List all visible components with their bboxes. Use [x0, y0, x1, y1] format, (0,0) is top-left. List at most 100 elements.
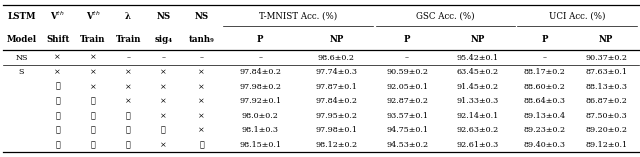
Text: sig₄: sig₄: [154, 35, 173, 43]
Text: ×: ×: [160, 83, 167, 91]
Text: ✓: ✓: [55, 127, 60, 134]
Text: Train: Train: [80, 35, 106, 43]
Text: 97.74±0.3: 97.74±0.3: [316, 68, 358, 76]
Text: T-MNIST Acc. (%): T-MNIST Acc. (%): [259, 12, 337, 21]
Text: ✓: ✓: [55, 97, 60, 105]
Text: 93.57±0.1: 93.57±0.1: [386, 112, 428, 120]
Text: 97.84±0.2: 97.84±0.2: [316, 97, 358, 105]
Text: 91.45±0.2: 91.45±0.2: [457, 83, 499, 91]
Text: ✓: ✓: [126, 127, 131, 134]
Text: 94.75±0.1: 94.75±0.1: [386, 127, 428, 134]
Text: NP: NP: [470, 35, 485, 43]
Text: 88.17±0.2: 88.17±0.2: [524, 68, 566, 76]
Text: ✓: ✓: [126, 112, 131, 120]
Text: 89.12±0.1: 89.12±0.1: [585, 141, 627, 149]
Text: V$^{th}$: V$^{th}$: [86, 10, 100, 22]
Text: UCI Acc. (%): UCI Acc. (%): [549, 12, 605, 21]
Text: 89.13±0.4: 89.13±0.4: [524, 112, 566, 120]
Text: ✓: ✓: [90, 112, 95, 120]
Text: 63.45±0.2: 63.45±0.2: [457, 68, 499, 76]
Text: ×: ×: [125, 83, 132, 91]
Text: ✓: ✓: [90, 127, 95, 134]
Text: 92.87±0.2: 92.87±0.2: [386, 97, 428, 105]
Text: ✓: ✓: [55, 83, 60, 91]
Text: 92.14±0.1: 92.14±0.1: [456, 112, 499, 120]
Text: –: –: [126, 54, 130, 62]
Text: ×: ×: [160, 112, 167, 120]
Text: ×: ×: [90, 68, 96, 76]
Text: 90.37±0.2: 90.37±0.2: [585, 54, 627, 62]
Text: –: –: [161, 54, 166, 62]
Text: 88.13±0.3: 88.13±0.3: [585, 83, 627, 91]
Text: 97.98±0.1: 97.98±0.1: [316, 127, 358, 134]
Text: 95.42±0.1: 95.42±0.1: [457, 54, 499, 62]
Text: 98.0±0.2: 98.0±0.2: [242, 112, 278, 120]
Text: 88.60±0.2: 88.60±0.2: [524, 83, 566, 91]
Text: 97.92±0.1: 97.92±0.1: [239, 97, 282, 105]
Text: ×: ×: [54, 68, 61, 76]
Text: NP: NP: [599, 35, 613, 43]
Text: ✓: ✓: [199, 141, 204, 149]
Text: 98.15±0.1: 98.15±0.1: [239, 141, 281, 149]
Text: Shift: Shift: [46, 35, 69, 43]
Text: 97.84±0.2: 97.84±0.2: [239, 68, 281, 76]
Text: –: –: [405, 54, 409, 62]
Text: ✓: ✓: [126, 141, 131, 149]
Text: NS: NS: [195, 12, 209, 21]
Text: ×: ×: [198, 68, 205, 76]
Text: –: –: [258, 54, 262, 62]
Text: 87.50±0.3: 87.50±0.3: [586, 112, 627, 120]
Text: 92.61±0.3: 92.61±0.3: [456, 141, 499, 149]
Text: 89.23±0.2: 89.23±0.2: [524, 127, 566, 134]
Text: Model: Model: [6, 35, 36, 43]
Text: 98.1±0.3: 98.1±0.3: [242, 127, 279, 134]
Text: P: P: [257, 35, 264, 43]
Text: 98.12±0.2: 98.12±0.2: [316, 141, 358, 149]
Text: 92.63±0.2: 92.63±0.2: [456, 127, 499, 134]
Text: ✓: ✓: [90, 141, 95, 149]
Text: P: P: [541, 35, 548, 43]
Text: 97.98±0.2: 97.98±0.2: [239, 83, 281, 91]
Text: 86.87±0.2: 86.87±0.2: [586, 97, 627, 105]
Text: ×: ×: [90, 54, 96, 62]
Text: 89.20±0.2: 89.20±0.2: [585, 127, 627, 134]
Text: NS: NS: [156, 12, 170, 21]
Text: ×: ×: [125, 68, 132, 76]
Text: 97.95±0.2: 97.95±0.2: [316, 112, 358, 120]
Text: ×: ×: [198, 83, 205, 91]
Text: 92.05±0.1: 92.05±0.1: [386, 83, 428, 91]
Text: λ: λ: [125, 12, 131, 21]
Text: ×: ×: [160, 68, 167, 76]
Text: 90.59±0.2: 90.59±0.2: [386, 68, 428, 76]
Text: ×: ×: [54, 54, 61, 62]
Text: 98.6±0.2: 98.6±0.2: [318, 54, 355, 62]
Text: ✓: ✓: [55, 141, 60, 149]
Text: ✓: ✓: [55, 112, 60, 120]
Text: ✓: ✓: [161, 127, 166, 134]
Text: ×: ×: [198, 127, 205, 134]
Text: ×: ×: [125, 97, 132, 105]
Text: ×: ×: [198, 112, 205, 120]
Text: 88.64±0.3: 88.64±0.3: [524, 97, 566, 105]
Text: ×: ×: [198, 97, 205, 105]
Text: NP: NP: [330, 35, 344, 43]
Text: GSC Acc. (%): GSC Acc. (%): [416, 12, 474, 21]
Text: ×: ×: [90, 83, 96, 91]
Text: 87.63±0.1: 87.63±0.1: [585, 68, 627, 76]
Text: tanh₉: tanh₉: [189, 35, 214, 43]
Text: –: –: [200, 54, 204, 62]
Text: ✓: ✓: [90, 97, 95, 105]
Text: 91.33±0.3: 91.33±0.3: [456, 97, 499, 105]
Text: 94.53±0.2: 94.53±0.2: [386, 141, 428, 149]
Text: V$^{th}$: V$^{th}$: [51, 10, 65, 22]
Text: NS: NS: [15, 54, 28, 62]
Text: P: P: [404, 35, 410, 43]
Text: ×: ×: [160, 97, 167, 105]
Text: 89.40±0.3: 89.40±0.3: [524, 141, 566, 149]
Text: –: –: [543, 54, 547, 62]
Text: ×: ×: [160, 141, 167, 149]
Text: 97.87±0.1: 97.87±0.1: [316, 83, 357, 91]
Text: S: S: [19, 68, 24, 76]
Text: Train: Train: [115, 35, 141, 43]
Text: LSTM: LSTM: [7, 12, 36, 21]
